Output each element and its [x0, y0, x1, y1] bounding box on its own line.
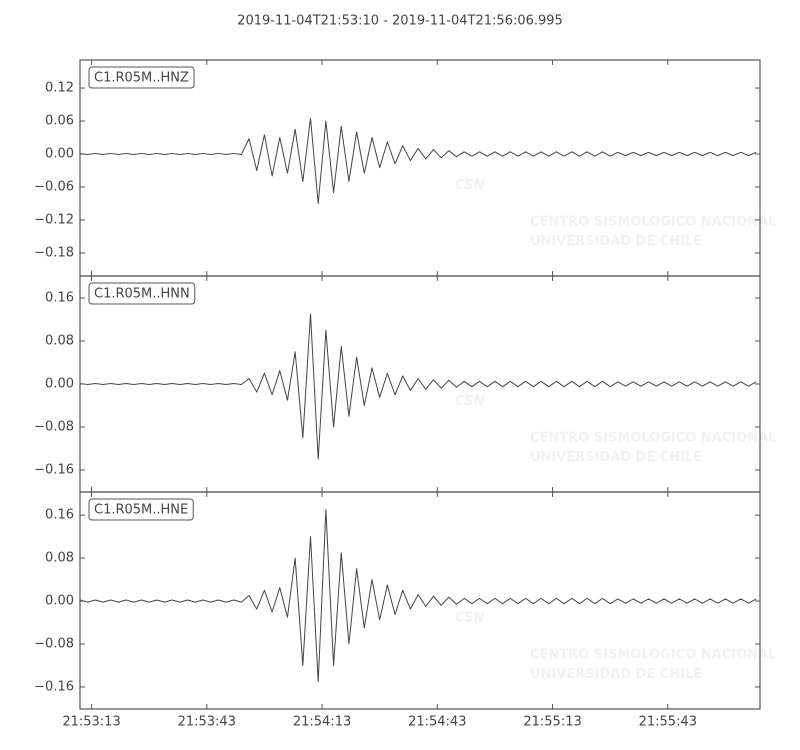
- waveform: [79, 313, 757, 460]
- y-tick-label: −0.08: [34, 637, 74, 652]
- trace-label: C1.R05M..HNN: [88, 282, 196, 305]
- y-tick-label: −0.06: [34, 179, 74, 194]
- trace-label-text: C1.R05M..HNN: [94, 287, 190, 302]
- panel-frame: [79, 491, 761, 710]
- trace-label: C1.R05M..HNE: [88, 498, 194, 521]
- trace-label: C1.R05M..HNZ: [88, 66, 195, 89]
- y-tick-label: −0.16: [34, 679, 74, 694]
- watermark: CSN CENTRO SISMOLOGICO NACIONAL UNIVERSIDA…: [455, 178, 776, 249]
- watermark-line: CENTRO SISMOLOGICO NACIONAL: [530, 647, 776, 662]
- y-tick-label: 0.16: [45, 508, 74, 523]
- y-tick-label: −0.18: [34, 245, 74, 260]
- y-tick-label: 0.00: [45, 377, 74, 392]
- y-tick-label: 0.06: [45, 114, 74, 129]
- x-tick-label: 21:54:43: [408, 715, 466, 730]
- watermark: CSN CENTRO SISMOLOGICO NACIONAL UNIVERSIDA…: [455, 610, 776, 681]
- x-tick-label: 21:54:13: [293, 715, 351, 730]
- y-tick-label: 0.08: [45, 551, 74, 566]
- watermark-line: CENTRO SISMOLOGICO NACIONAL: [530, 431, 776, 446]
- y-tick-label: 0.08: [45, 334, 74, 349]
- x-tick-label: 21:55:43: [639, 715, 697, 730]
- trace-label-text: C1.R05M..HNE: [94, 503, 188, 518]
- watermark-line: UNIVERSIDAD DE CHILE: [530, 234, 702, 249]
- trace-label-text: C1.R05M..HNZ: [94, 71, 189, 86]
- trace-label-box: [88, 66, 195, 89]
- figure-title: 2019-11-04T21:53:10 - 2019-11-04T21:56:0…: [237, 14, 563, 29]
- y-tick-label: −0.08: [34, 419, 74, 434]
- y-tick-label: −0.12: [34, 212, 74, 227]
- watermark-line: UNIVERSIDAD DE CHILE: [530, 450, 702, 465]
- y-tick-label: 0.16: [45, 291, 74, 306]
- y-tick-label: 0.00: [45, 146, 74, 161]
- watermark-line: UNIVERSIDAD DE CHILE: [530, 667, 702, 682]
- y-tick-label: 0.12: [45, 81, 74, 96]
- trace-label-box: [88, 498, 194, 521]
- watermark-logo: CSN: [455, 610, 484, 625]
- trace-label-box: [88, 282, 196, 305]
- x-tick-label: 21:55:13: [523, 715, 581, 730]
- waveform: [79, 117, 757, 204]
- y-tick-label: 0.00: [45, 594, 74, 609]
- x-tick-label: 21:53:43: [178, 715, 236, 730]
- watermark-line: CENTRO SISMOLOGICO NACIONAL: [530, 215, 776, 230]
- watermark-logo: CSN: [455, 178, 484, 193]
- x-tick-label: 21:53:13: [62, 715, 120, 730]
- watermark-logo: CSN: [455, 394, 484, 409]
- watermark: CSN CENTRO SISMOLOGICO NACIONAL UNIVERSIDA…: [455, 394, 776, 465]
- waveform: [79, 509, 757, 683]
- y-tick-label: −0.16: [34, 462, 74, 477]
